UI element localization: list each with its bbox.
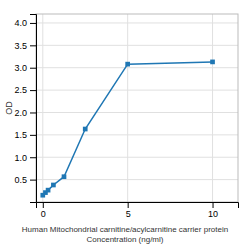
y-axis-line (30, 15, 37, 203)
grid-line-x (212, 14, 213, 202)
grid-line-x (127, 14, 128, 202)
grid-line-y (36, 134, 238, 135)
y-axis-tick-mark (30, 135, 36, 136)
grid-line-x (42, 14, 43, 202)
y-axis-tick-mark (30, 90, 36, 91)
y-axis-tick-label: 3.5 (14, 41, 27, 51)
y-axis-tick-mark (30, 23, 36, 24)
grid-line-y (36, 112, 238, 113)
point (46, 188, 51, 193)
y-axis-tick-label: 1.5 (14, 130, 27, 140)
grid-line-y (36, 179, 238, 180)
point (51, 183, 56, 188)
y-axis-tick: 2.5 (14, 85, 36, 95)
y-axis-tick: 4.0 (14, 18, 36, 28)
chart: 0 5 10 0.5 1.0 1.5 2.0 2.5 3.0 3.5 4.0 Human Mitoch… (0, 0, 250, 250)
x-axis-tick-mark (43, 202, 44, 208)
y-axis-tick-label: 0.5 (14, 175, 27, 185)
y-axis-tick-label: 2.5 (14, 85, 27, 95)
x-axis-tick-mark (128, 202, 129, 208)
grid-line-y (36, 90, 238, 91)
x-axis-line (37, 203, 239, 209)
y-axis: 0.5 1.0 1.5 2.0 2.5 3.0 3.5 4.0 (14, 15, 36, 203)
x-axis-tick-label: 0 (41, 209, 46, 219)
point (62, 174, 67, 179)
point (210, 60, 215, 65)
x-axis-tick: 0 (41, 202, 46, 219)
y-axis-tick-mark (30, 157, 36, 158)
x-axis-tick: 5 (126, 202, 131, 219)
chart-container: 0 5 10 0.5 1.0 1.5 2.0 2.5 3.0 3.5 4.0 Human Mitoch… (0, 0, 250, 250)
grid-line-y (36, 67, 238, 68)
y-axis-tick: 3.0 (14, 63, 36, 73)
y-axis-tick-label: 1.0 (14, 153, 27, 163)
grid-line-y (36, 157, 238, 158)
y-axis-tick-mark (30, 112, 36, 113)
y-axis-tick: 0.5 (14, 175, 36, 185)
plot-area (40, 60, 214, 198)
point (125, 62, 130, 67)
y-axis-tick: 1.5 (14, 130, 36, 140)
x-axis-title: Concentration (ng/ml) (87, 235, 164, 244)
y-axis-tick-label: 2.0 (14, 108, 27, 118)
y-axis-tick-mark (30, 45, 36, 46)
y-axis-title: OD (4, 101, 14, 115)
x-axis-tick: 10 (208, 202, 218, 219)
x-axis-title: Human Mitochondrial carnitine/acylcarnit… (22, 225, 228, 234)
grid-line-y (36, 45, 238, 46)
line (43, 62, 213, 195)
point (83, 127, 88, 132)
plot-frame (36, 14, 238, 202)
y-axis-tick-mark (30, 68, 36, 69)
x-axis-tick-label: 5 (126, 209, 131, 219)
x-axis-tick-label: 10 (208, 209, 218, 219)
y-axis-tick: 2.0 (14, 108, 36, 118)
y-axis-tick: 3.5 (14, 41, 36, 51)
grid (36, 14, 238, 202)
y-axis-tick-mark (30, 180, 36, 181)
y-axis-tick-label: 3.0 (14, 63, 27, 73)
grid-line-y (36, 22, 238, 23)
x-axis-tick-mark (213, 202, 214, 208)
y-axis-tick-label: 4.0 (14, 18, 27, 28)
y-axis-tick: 1.0 (14, 153, 36, 163)
x-axis: 0 5 10 (37, 202, 239, 219)
